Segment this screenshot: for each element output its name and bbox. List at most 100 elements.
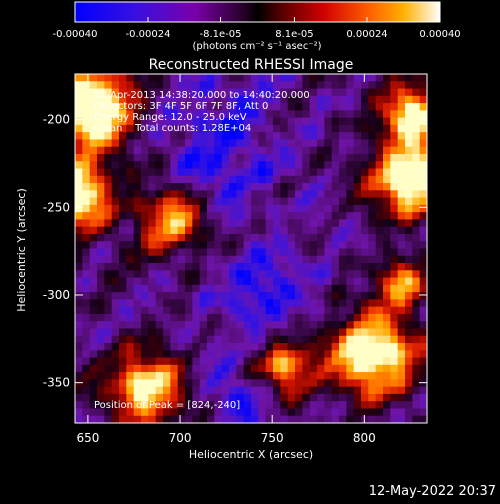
heatmap-cell xyxy=(251,212,259,220)
heatmap-cell xyxy=(317,168,325,177)
heatmap-cell xyxy=(346,277,355,286)
heatmap-cell xyxy=(148,255,157,264)
heatmap-cell xyxy=(397,328,406,337)
heatmap-cell xyxy=(273,306,281,315)
heatmap-cell xyxy=(346,328,355,337)
heatmap-cell xyxy=(324,313,333,322)
heatmap-cell xyxy=(397,357,406,366)
heatmap-cell xyxy=(75,226,83,235)
heatmap-cell xyxy=(273,161,281,169)
heatmap-cell xyxy=(361,175,369,184)
colorbar-unit-label: (photons cm⁻² s⁻¹ asec⁻²) xyxy=(192,41,321,52)
heatmap-cell xyxy=(236,183,245,191)
heatmap-cell xyxy=(368,183,377,191)
heatmap-cell xyxy=(104,226,113,235)
heatmap-cell xyxy=(236,393,245,402)
heatmap-cell xyxy=(368,328,377,337)
heatmap-cell xyxy=(214,175,223,184)
heatmap-cell xyxy=(258,226,267,235)
heatmap-cell xyxy=(104,393,113,402)
heatmap-cell xyxy=(170,241,179,249)
heatmap-cell xyxy=(89,350,98,358)
heatmap-cell xyxy=(419,139,427,148)
heatmap-cell xyxy=(207,270,215,278)
heatmap-cell xyxy=(251,132,259,140)
heatmap-cell xyxy=(199,161,208,169)
heatmap-cell xyxy=(361,255,369,264)
heatmap-cell xyxy=(353,306,362,315)
heatmap-cell xyxy=(141,321,149,329)
heatmap-cell xyxy=(243,226,252,235)
heatmap-cell xyxy=(324,132,333,140)
heatmap-cell xyxy=(324,95,333,104)
heatmap-cell xyxy=(111,197,120,206)
heatmap-cell xyxy=(148,146,157,155)
heatmap-cell xyxy=(111,153,120,162)
heatmap-cell xyxy=(133,146,142,155)
heatmap-cell xyxy=(119,292,127,300)
heatmap-cell xyxy=(346,379,355,388)
heatmap-cell xyxy=(295,110,303,119)
heatmap-cell xyxy=(126,248,135,257)
heatmap-cell xyxy=(324,270,333,278)
heatmap-cell xyxy=(324,117,333,126)
heatmap-cell xyxy=(317,415,325,423)
heatmap-cell xyxy=(309,386,318,395)
heatmap-cell xyxy=(339,124,347,133)
heatmap-cell xyxy=(405,335,413,344)
heatmap-cell xyxy=(192,124,201,133)
heatmap-cell xyxy=(339,153,347,162)
heatmap-cell xyxy=(199,350,208,358)
heatmap-cell xyxy=(192,350,201,358)
heatmap-cell xyxy=(207,175,215,184)
heatmap-cell xyxy=(192,103,201,111)
heatmap-cell xyxy=(104,248,113,257)
heatmap-cell xyxy=(148,139,157,148)
heatmap-cell xyxy=(361,103,369,111)
heatmap-cell xyxy=(221,204,230,213)
heatmap-cell xyxy=(280,292,289,300)
heatmap-cell xyxy=(383,379,391,388)
heatmap-cell xyxy=(258,95,267,104)
heatmap-cell xyxy=(177,415,186,423)
heatmap-cell xyxy=(375,299,384,308)
heatmap-cell xyxy=(405,139,413,148)
heatmap-cell xyxy=(419,146,427,155)
heatmap-cell xyxy=(309,233,318,242)
heatmap-cell xyxy=(280,255,289,264)
heatmap-cell xyxy=(163,95,171,104)
heatmap-cell xyxy=(82,88,91,97)
heatmap-cell xyxy=(243,313,252,322)
heatmap-cell xyxy=(412,379,421,388)
heatmap-cell xyxy=(133,88,142,97)
heatmap-cell xyxy=(383,212,391,220)
heatmap-cell xyxy=(82,343,91,351)
heatmap-cell xyxy=(287,95,296,104)
heatmap-cell xyxy=(119,132,127,140)
heatmap-cell xyxy=(236,408,245,417)
heatmap-cell xyxy=(331,292,340,300)
heatmap-cell xyxy=(126,88,135,97)
heatmap-cell xyxy=(419,241,427,249)
heatmap-cell xyxy=(346,226,355,235)
heatmap-cell xyxy=(82,161,91,169)
heatmap-cell xyxy=(280,197,289,206)
heatmap-cell xyxy=(346,139,355,148)
heatmap-cell xyxy=(104,401,113,409)
heatmap-cell xyxy=(229,372,237,380)
heatmap-cell xyxy=(251,233,259,242)
heatmap-cell xyxy=(368,408,377,417)
heatmap-cell xyxy=(397,306,406,315)
heatmap-cell xyxy=(258,190,267,198)
heatmap-cell xyxy=(155,175,164,184)
heatmap-cell xyxy=(214,284,223,293)
heatmap-cell xyxy=(75,95,83,104)
heatmap-cell xyxy=(148,364,157,373)
heatmap-cell xyxy=(324,190,333,198)
heatmap-cell xyxy=(383,139,391,148)
heatmap-cell xyxy=(280,350,289,358)
heatmap-cell xyxy=(192,328,201,337)
heatmap-cell xyxy=(361,161,369,169)
heatmap-cell xyxy=(119,328,127,337)
heatmap-cell xyxy=(383,124,391,133)
